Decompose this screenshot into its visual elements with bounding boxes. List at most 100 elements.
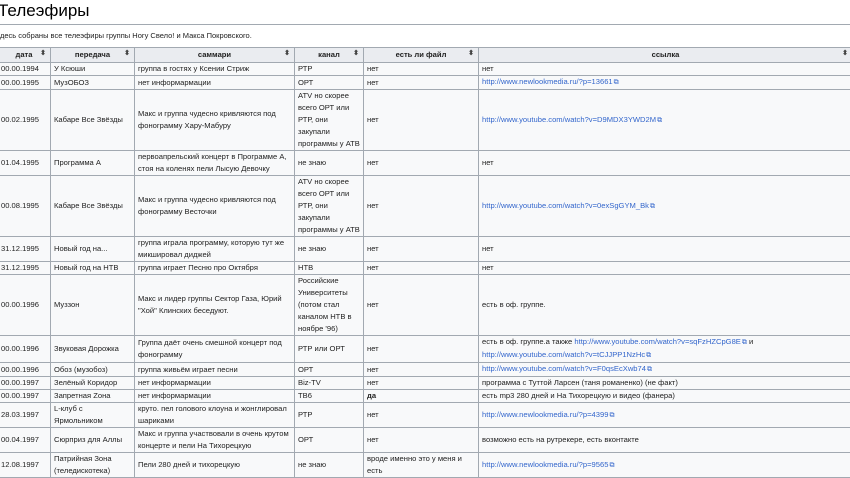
- external-link[interactable]: http://www.newlookmedia.ru/?p=9565: [482, 460, 608, 469]
- show-cell: Муззон: [51, 275, 135, 336]
- show-cell: Кабаре Все Звёзды: [51, 176, 135, 237]
- show-cell-text: Зелёный Коридор: [54, 378, 117, 387]
- sort-icon[interactable]: ⬍: [284, 48, 290, 60]
- table-row: 00.00.1994 У Ксюши группа в гостях у Ксени…: [0, 63, 850, 76]
- column-header-label: саммари: [198, 50, 231, 59]
- sort-icon[interactable]: ⬍: [124, 48, 130, 60]
- table-row: 31.12.1995 Новый год на НТВ группа играет …: [0, 262, 850, 275]
- file-cell: нет: [364, 336, 479, 363]
- summary-cell-text: группа живьём играет песни: [138, 365, 238, 374]
- show-cell: У Ксюши: [51, 63, 135, 76]
- column-header[interactable]: канал ⬍: [295, 48, 364, 63]
- summary-cell: Макс и группа участвовали в очень крутом…: [135, 428, 295, 453]
- channel-cell-text: ОРТ: [298, 365, 313, 374]
- file-cell: нет: [364, 428, 479, 453]
- date-cell: 00.00.1996: [0, 363, 51, 377]
- channel-cell: НТВ: [295, 262, 364, 275]
- external-link[interactable]: http://www.youtube.com/watch?v=tCJJPP1Nz…: [482, 350, 645, 359]
- external-link[interactable]: http://www.youtube.com/watch?v=0exSgGYM_…: [482, 201, 649, 210]
- date-cell-text: 00.04.1997: [1, 435, 39, 444]
- file-cell-text: нет: [367, 201, 379, 210]
- file-cell: нет: [364, 262, 479, 275]
- show-cell: Зелёный Коридор: [51, 377, 135, 390]
- channel-cell-text: не знаю: [298, 158, 326, 167]
- sort-icon[interactable]: ⬍: [40, 48, 46, 60]
- link-cell-text: возможно есть на рутрекере, есть вконтак…: [482, 435, 639, 444]
- channel-cell: ATV но скорее всего ОРТ или РТР, они зак…: [295, 176, 364, 237]
- link-cell: возможно есть на рутрекере, есть вконтак…: [479, 428, 850, 453]
- show-cell-text: Программа А: [54, 158, 101, 167]
- show-cell: МузОБОЗ: [51, 76, 135, 90]
- channel-cell: ATV но скорее всего ОРТ или РТР, они зак…: [295, 90, 364, 151]
- column-header[interactable]: передача⬍: [51, 48, 135, 63]
- summary-cell-text: нет информармации: [138, 391, 211, 400]
- column-header[interactable]: дата⬍: [0, 48, 51, 63]
- show-cell-text: У Ксюши: [54, 64, 85, 73]
- summary-cell: нет информармации: [135, 377, 295, 390]
- file-cell-text: нет: [367, 64, 379, 73]
- date-cell: 00.02.1995: [0, 90, 51, 151]
- external-link[interactable]: http://www.newlookmedia.ru/?p=13661: [482, 77, 613, 86]
- external-link[interactable]: http://www.youtube.com/watch?v=D9MDX3YWD…: [482, 115, 656, 124]
- show-cell-text: Муззон: [54, 300, 79, 309]
- external-link-icon: ⧉: [609, 462, 614, 469]
- channel-cell-text: Российские Университеты (потом стал кана…: [298, 276, 352, 333]
- date-cell: 31.12.1995: [0, 237, 51, 262]
- file-cell: нет: [364, 403, 479, 428]
- summary-cell: группа играет Песню про Октября: [135, 262, 295, 275]
- show-cell-text: Новый год на НТВ: [54, 263, 118, 272]
- file-cell-text: нет: [367, 244, 379, 253]
- date-cell-text: 00.00.1995: [1, 78, 39, 87]
- external-link[interactable]: http://www.newlookmedia.ru/?p=4399: [482, 410, 608, 419]
- date-cell-text: 00.00.1996: [1, 300, 39, 309]
- link-cell-text: программа с Туттой Ларсен (таня романенк…: [482, 378, 678, 387]
- date-cell-text: 31.12.1995: [1, 263, 39, 272]
- show-cell: L-клуб с Ярмольником: [51, 403, 135, 428]
- link-cell-text: нет: [482, 244, 494, 253]
- channel-cell: ОРТ: [295, 428, 364, 453]
- link-cell-text: и: [747, 337, 753, 346]
- show-cell-text: Патрийная Зона (теледискотека): [54, 454, 112, 475]
- column-header[interactable]: ссылка⬍: [479, 48, 850, 63]
- date-cell-text: 00.00.1994: [1, 64, 39, 73]
- external-link[interactable]: http://www.youtube.com/watch?v=F0qsEcXwb…: [482, 364, 646, 373]
- sort-icon[interactable]: ⬍: [468, 48, 474, 60]
- summary-cell-text: нет информармации: [138, 78, 211, 87]
- show-cell: Кабаре Все Звёзды: [51, 90, 135, 151]
- summary-cell-text: круто. пел голового клоуна и жонглировал…: [138, 404, 287, 425]
- channel-cell: не знаю: [295, 151, 364, 176]
- date-cell: 01.04.1995: [0, 151, 51, 176]
- channel-cell: РТР: [295, 63, 364, 76]
- show-cell-text: Новый год на...: [54, 244, 108, 253]
- file-cell: нет: [364, 76, 479, 90]
- channel-cell-text: ОРТ: [298, 435, 313, 444]
- channel-cell-text: ТВ6: [298, 391, 312, 400]
- summary-cell: первоапрельский концерт в Программе А, с…: [135, 151, 295, 176]
- summary-cell: группа живьём играет песни: [135, 363, 295, 377]
- date-cell: 31.12.1995: [0, 262, 51, 275]
- link-cell: нет: [479, 151, 850, 176]
- external-link[interactable]: http://www.youtube.com/watch?v=sqFzHZCpG…: [574, 337, 741, 346]
- channel-cell: РТР: [295, 403, 364, 428]
- external-link-icon: ⧉: [614, 79, 619, 86]
- summary-cell: группа в гостях у Ксении Стриж: [135, 63, 295, 76]
- file-cell-text: вроде именно это у меня и есть: [367, 454, 462, 475]
- link-cell: нет: [479, 237, 850, 262]
- column-header[interactable]: есть ли файл⬍: [364, 48, 479, 63]
- summary-cell-text: первоапрельский концерт в Программе А, с…: [138, 152, 287, 173]
- column-header[interactable]: саммари ⬍: [135, 48, 295, 63]
- sort-icon[interactable]: ⬍: [842, 48, 848, 60]
- column-header-label: канал: [318, 50, 340, 59]
- link-cell: http://www.youtube.com/watch?v=0exSgGYM_…: [479, 176, 850, 237]
- sort-icon[interactable]: ⬍: [353, 48, 359, 60]
- file-cell: нет: [364, 237, 479, 262]
- link-cell: http://www.newlookmedia.ru/?p=13661⧉: [479, 76, 850, 90]
